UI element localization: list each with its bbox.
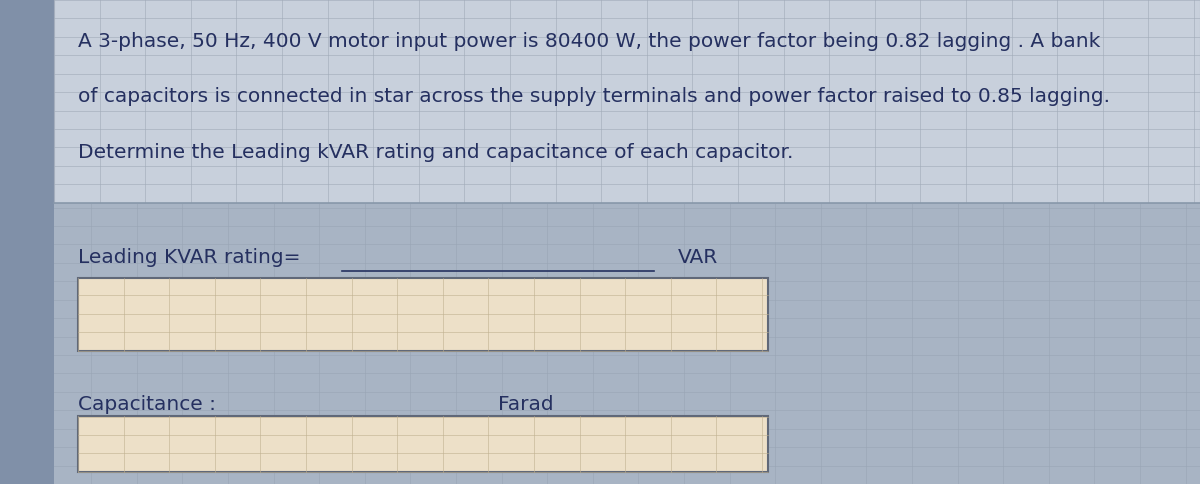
Text: A 3-phase, 50 Hz, 400 V motor input power is 80400 W, the power factor being 0.8: A 3-phase, 50 Hz, 400 V motor input powe… bbox=[78, 31, 1100, 51]
FancyBboxPatch shape bbox=[78, 278, 768, 351]
Text: Leading KVAR rating=: Leading KVAR rating= bbox=[78, 247, 300, 266]
FancyBboxPatch shape bbox=[0, 0, 54, 484]
Text: Determine the Leading kVAR rating and capacitance of each capacitor.: Determine the Leading kVAR rating and ca… bbox=[78, 143, 793, 162]
Text: Farad: Farad bbox=[498, 394, 553, 414]
Text: of capacitors is connected in star across the supply terminals and power factor : of capacitors is connected in star acros… bbox=[78, 87, 1110, 106]
Text: Capacitance :: Capacitance : bbox=[78, 394, 216, 414]
FancyBboxPatch shape bbox=[78, 416, 768, 472]
FancyBboxPatch shape bbox=[54, 0, 1200, 203]
Text: VAR: VAR bbox=[678, 247, 719, 266]
